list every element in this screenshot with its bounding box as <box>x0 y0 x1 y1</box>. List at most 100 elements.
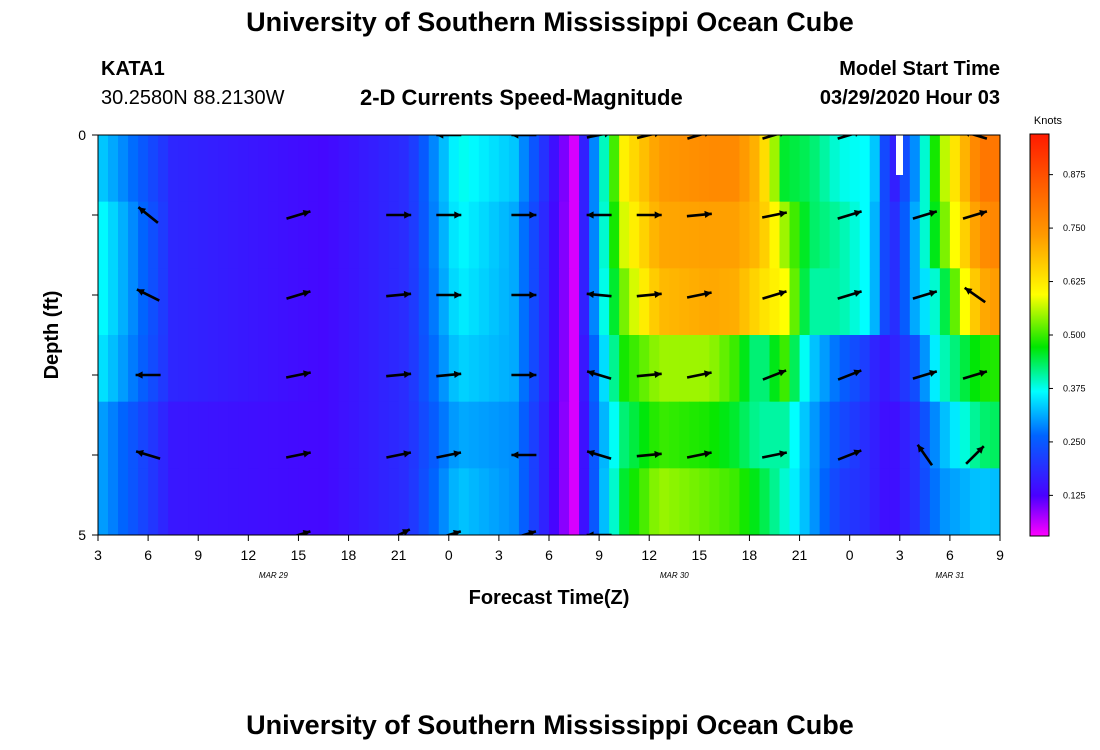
heatmap-cell <box>168 135 179 203</box>
heatmap-cell <box>518 135 530 203</box>
heatmap-cell <box>478 468 490 535</box>
heatmap-cell <box>649 468 660 535</box>
heatmap-cell <box>899 201 911 269</box>
heatmap-cell <box>428 135 440 203</box>
heatmap-cell <box>869 335 881 403</box>
heatmap-cell <box>498 201 510 269</box>
heatmap-cell <box>549 335 560 403</box>
colorbar-tick-label: 0.875 <box>1063 170 1086 180</box>
current-vector <box>912 290 938 300</box>
heatmap-cell <box>268 135 279 203</box>
x-axis-title: Forecast Time(Z) <box>469 587 630 609</box>
heatmap-cell <box>148 135 159 203</box>
heatmap-cell <box>348 201 360 269</box>
heatmap-cell <box>889 135 901 203</box>
heatmap-cell <box>669 468 680 535</box>
heatmap-cell <box>919 468 931 535</box>
heatmap-cell <box>729 335 741 403</box>
heatmap-cell <box>909 135 921 203</box>
heatmap-cell <box>428 268 440 336</box>
heatmap-cell <box>549 401 560 469</box>
heatmap-cell <box>108 468 119 535</box>
heatmap-cell <box>569 335 580 403</box>
heatmap-cell <box>979 468 991 535</box>
heatmap-cell <box>268 468 279 535</box>
x-tick-label: 9 <box>996 547 1004 563</box>
heatmap-cell <box>508 268 520 336</box>
heatmap-cell <box>889 401 901 469</box>
heatmap-cell <box>559 201 570 269</box>
heatmap-cell <box>128 268 139 336</box>
heatmap-cell <box>418 468 430 535</box>
current-vector <box>636 211 662 219</box>
heatmap-cell <box>959 268 971 336</box>
heatmap-cell <box>158 335 169 403</box>
current-vector <box>686 290 712 299</box>
heatmap-cell <box>318 335 330 403</box>
heatmap-cell <box>949 401 961 469</box>
y-tick-label: 0 <box>78 127 86 143</box>
heatmap-cell <box>569 268 580 336</box>
heatmap-cell <box>118 468 129 535</box>
heatmap-cell <box>779 268 791 336</box>
heatmap-cell <box>368 468 380 535</box>
heatmap-cell <box>589 468 600 535</box>
heatmap-cell <box>458 135 470 203</box>
heatmap-cell <box>438 135 450 203</box>
heatmap-cell <box>839 401 851 469</box>
heatmap-cell <box>939 335 951 403</box>
current-vector <box>386 370 412 378</box>
heatmap-cell <box>669 201 680 269</box>
heatmap-cell <box>148 468 159 535</box>
heatmap-cell <box>629 135 640 203</box>
heatmap-cell <box>559 135 570 203</box>
heatmap-cell <box>719 401 730 469</box>
heatmap-cell <box>418 268 430 336</box>
heatmap-cell <box>879 468 891 535</box>
heatmap-cell <box>428 401 440 469</box>
colorbar-tick-label: 0.250 <box>1063 437 1086 447</box>
heatmap-cell <box>949 268 961 336</box>
heatmap-cell <box>749 201 761 269</box>
current-vector <box>762 290 787 300</box>
heatmap-cell <box>909 201 921 269</box>
heatmap-cell <box>829 468 841 535</box>
heatmap-cell <box>829 401 841 469</box>
heatmap-cell <box>438 468 450 535</box>
heatmap-cell <box>939 401 951 469</box>
heatmap-cell <box>528 468 540 535</box>
heatmap-cell <box>528 135 540 203</box>
heatmap-cell <box>228 268 239 336</box>
heatmap-cell <box>498 135 510 203</box>
heatmap-cell <box>719 268 730 336</box>
heatmap-cell <box>819 335 831 403</box>
heatmap-cell <box>298 401 310 469</box>
heatmap-cell <box>368 135 380 203</box>
x-tick-label: 3 <box>94 547 102 563</box>
heatmap-cell <box>849 201 861 269</box>
colorbar-tick-label: 0.375 <box>1063 383 1086 393</box>
heatmap-cell <box>338 135 350 203</box>
heatmap-cell <box>799 468 811 535</box>
heatmap-cell <box>609 335 620 403</box>
heatmap-cell <box>488 135 500 203</box>
heatmap-cell <box>408 135 420 203</box>
heatmap-cell <box>819 268 831 336</box>
heatmap-cell <box>809 468 821 535</box>
heatmap-cell <box>208 468 219 535</box>
heatmap-cell <box>98 135 109 203</box>
heatmap-cell <box>298 135 310 203</box>
heatmap-cell <box>238 401 249 469</box>
heatmap-cell <box>679 201 690 269</box>
heatmap-cell <box>198 335 209 403</box>
heatmap-cell <box>188 468 199 535</box>
heatmap-cell <box>238 201 249 269</box>
heatmap-cell <box>428 335 440 403</box>
heatmap-cell <box>418 135 430 203</box>
heatmap-cell <box>859 268 871 336</box>
speed-heatmap <box>98 135 1000 535</box>
heatmap-cell <box>719 468 730 535</box>
heatmap-cell <box>829 335 841 403</box>
heatmap-cell <box>929 135 941 203</box>
heatmap-cell <box>739 401 751 469</box>
